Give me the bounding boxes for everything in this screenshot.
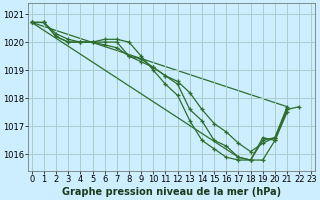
X-axis label: Graphe pression niveau de la mer (hPa): Graphe pression niveau de la mer (hPa) — [62, 187, 281, 197]
